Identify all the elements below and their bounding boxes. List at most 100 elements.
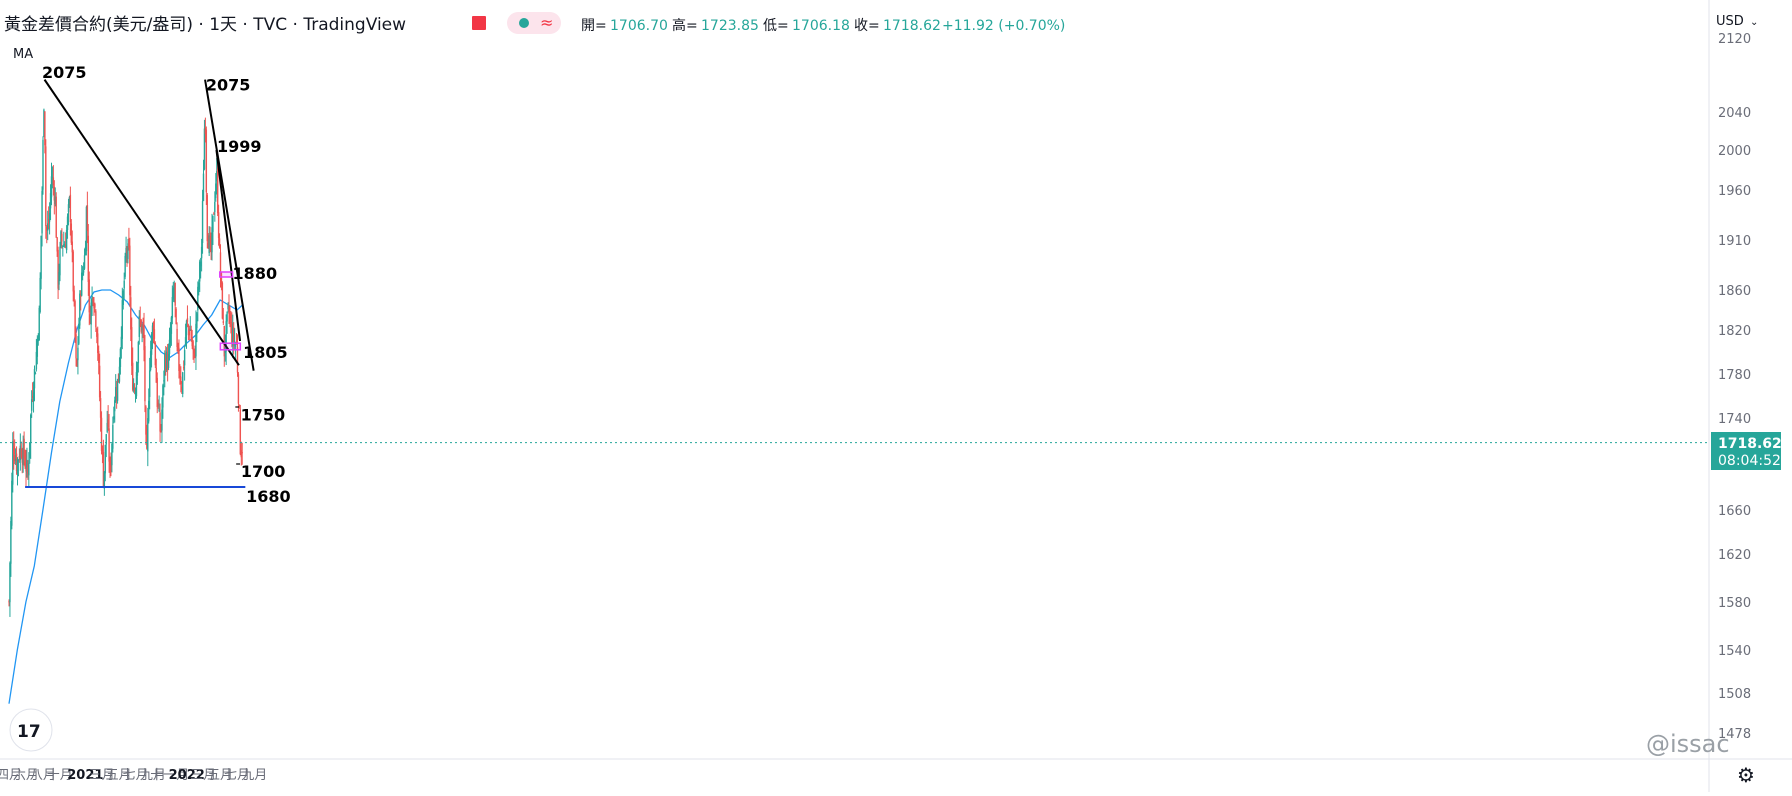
candle-body [152,327,155,330]
candle-body [89,314,91,324]
status-pill[interactable] [507,12,561,34]
candle-body [86,205,89,231]
candle-body [125,247,127,259]
candle-body [165,351,168,370]
candle-body [241,452,243,454]
bar-countdown: 08:04:52 [1718,453,1781,469]
y-tick-label: 1960 [1718,184,1751,199]
candle-body [73,290,75,302]
last-price-badge [1711,432,1781,470]
candle-body [94,303,96,308]
candle-body [100,417,103,451]
candle-body [214,201,216,212]
x-tick-label: 八月 [30,768,56,783]
candle-body [47,218,50,224]
candle-body [161,409,163,431]
candle-body [240,450,242,458]
candle-body [34,372,37,375]
candle-body [44,111,46,146]
candle-body [98,365,101,398]
price-annotation[interactable]: 2075 [42,63,87,82]
price-annotation[interactable]: 2075 [206,75,251,94]
candle-body [59,246,61,276]
candle-body [113,416,115,420]
candle-body [185,320,188,336]
candle-body [119,348,122,367]
candle-body [65,229,68,251]
indicator-label[interactable]: MA [13,47,33,62]
candle-body [180,376,182,384]
price-annotation[interactable]: 1805 [243,343,288,362]
candle-body [131,327,133,366]
candle-body [47,223,49,231]
candle-body [159,412,161,432]
candle-body [238,405,241,407]
ohlc-value-1: 1723.85 [701,18,759,34]
candle-body [55,196,57,238]
candle-body [140,319,142,332]
chevron-down-icon[interactable]: ⌄ [1750,17,1758,28]
candle-body [237,374,240,404]
candle-body [208,235,210,254]
candle-body [202,173,205,201]
gear-icon[interactable]: ⚙ [1737,763,1755,787]
candle-body [184,337,187,345]
candle-body [145,406,147,435]
candle-body [54,196,56,205]
highlight-box[interactable] [219,271,234,278]
candle-body [66,216,69,230]
candle-body [71,241,73,253]
candle-body [114,387,117,402]
candle-body [227,304,229,310]
candle-body [153,329,156,339]
candle-body [92,298,94,302]
price-annotation[interactable]: 1999 [217,137,262,156]
candle-body [190,329,192,340]
candle-body [172,288,174,300]
candle-body [45,146,47,227]
x-tick-label: 七月 [224,768,250,783]
trendline[interactable] [43,79,240,366]
candle-body [70,223,73,243]
price-annotation[interactable]: 1680 [246,487,291,506]
candle-body [105,434,107,445]
candle-body [118,366,121,382]
candle-body [236,347,239,373]
candle-body [193,348,195,354]
highlight-box[interactable] [219,342,242,351]
y-tick-label: 1580 [1718,596,1751,611]
candle-body [137,341,140,364]
candle-body [154,343,157,366]
candle-body [139,319,141,321]
candle-body [173,287,175,290]
candle-body [231,323,233,344]
candle-body [93,303,95,309]
candle-body [203,128,206,170]
candle-body [147,418,149,452]
candle-body [188,328,191,336]
currency-selector[interactable]: USD [1716,14,1744,29]
symbol-title[interactable]: 黃金差價合約(美元/盎司) · 1天 · TVC · TradingView [4,15,406,35]
candle-body [87,235,90,282]
price-annotation[interactable]: 1750 [241,406,286,425]
last-price-value: 1718.62 [1718,436,1782,452]
candle-body [229,316,231,318]
x-tick-label: 十月 [47,768,73,783]
candle-body [127,243,129,259]
price-annotation[interactable]: 1880 [233,264,278,283]
trendline[interactable] [215,149,242,342]
candle-body [8,601,10,603]
candle-body [199,261,201,282]
candle-body [171,297,174,319]
candle-body [46,226,48,231]
candle-body [158,408,160,412]
candle-body [122,290,124,305]
trendline[interactable] [204,79,255,371]
flag-icon[interactable] [472,16,486,30]
tradingview-logo-icon[interactable] [9,708,53,752]
candle-body [142,322,144,329]
candle-body [78,323,80,344]
x-tick-label: 2021 [67,768,103,783]
price-annotation[interactable]: 1700 [241,462,286,481]
candle-body [191,337,193,347]
